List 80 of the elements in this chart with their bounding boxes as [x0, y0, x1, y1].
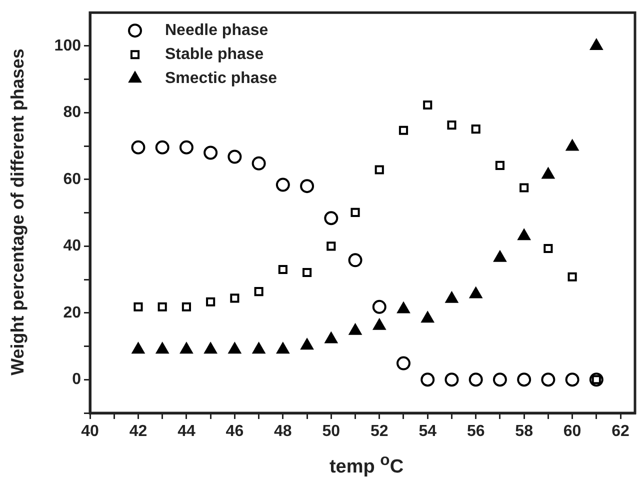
- point: [544, 244, 553, 254]
- point: [324, 332, 338, 344]
- point: [470, 287, 482, 298]
- y-tick-label: 60: [63, 170, 82, 188]
- point: [254, 287, 264, 296]
- x-tick-label: 46: [226, 423, 244, 440]
- point: [566, 140, 578, 151]
- point: [252, 156, 266, 170]
- x-tick-label: 52: [370, 423, 388, 440]
- point: [204, 146, 218, 160]
- point: [492, 372, 507, 387]
- point: [373, 318, 386, 330]
- point: [276, 178, 290, 192]
- point: [396, 356, 410, 370]
- point: [228, 342, 241, 354]
- point: [132, 342, 144, 354]
- point: [324, 211, 338, 226]
- y-tick-label: 100: [54, 37, 82, 54]
- point: [565, 372, 580, 387]
- point: [495, 160, 504, 170]
- x-tick-label: 48: [274, 423, 292, 440]
- x-tick-label: 54: [418, 423, 437, 440]
- legend-label: Smectic phase: [165, 70, 278, 88]
- point: [131, 140, 146, 154]
- x-tick-label: 60: [563, 423, 582, 440]
- point: [397, 302, 410, 314]
- point: [158, 302, 167, 312]
- y-tick-label: 20: [63, 304, 82, 322]
- point: [252, 342, 265, 354]
- point: [444, 372, 459, 387]
- point: [374, 165, 384, 174]
- point: [517, 372, 532, 387]
- point: [228, 150, 242, 164]
- point: [372, 300, 386, 314]
- point: [276, 342, 290, 354]
- point: [471, 124, 480, 134]
- x-axis-title: temp $^{o}$C: [328, 452, 405, 478]
- point: [204, 342, 217, 354]
- point: [468, 372, 483, 387]
- point: [421, 312, 434, 323]
- point: [494, 250, 506, 262]
- point: [134, 302, 143, 312]
- point: [182, 302, 191, 312]
- y-tick-label: 80: [63, 104, 82, 122]
- point: [180, 342, 193, 354]
- point: [446, 292, 458, 303]
- legend-label: Needle phase: [165, 22, 268, 40]
- x-tick-label: 62: [612, 423, 630, 440]
- point: [300, 338, 314, 350]
- point: [568, 272, 577, 282]
- x-tick-label: 42: [129, 423, 148, 440]
- point: [155, 140, 170, 154]
- x-tick-label: 40: [81, 423, 99, 440]
- legend-label: Stable phase: [165, 46, 264, 64]
- point: [349, 324, 362, 335]
- y-tick-label: 0: [72, 371, 82, 388]
- point: [230, 294, 240, 303]
- point: [420, 372, 435, 387]
- point: [206, 297, 216, 306]
- point: [541, 372, 556, 387]
- point: [542, 168, 554, 179]
- x-tick-label: 58: [515, 423, 534, 440]
- point: [520, 183, 529, 192]
- point: [423, 100, 432, 110]
- point: [326, 242, 336, 251]
- point: [398, 126, 408, 135]
- y-axis-title: Weight percentage of different phases: [8, 48, 28, 376]
- x-tick-label: 50: [322, 423, 340, 440]
- point: [518, 229, 530, 240]
- point: [179, 140, 194, 154]
- point: [300, 179, 314, 194]
- point: [302, 268, 312, 278]
- point: [278, 264, 288, 274]
- x-tick-label: 44: [178, 423, 196, 440]
- y-tick-label: 40: [63, 238, 82, 255]
- point: [156, 342, 169, 354]
- point: [348, 253, 362, 268]
- x-tick-label: 56: [466, 423, 485, 440]
- point: [447, 120, 456, 130]
- point: [350, 208, 360, 217]
